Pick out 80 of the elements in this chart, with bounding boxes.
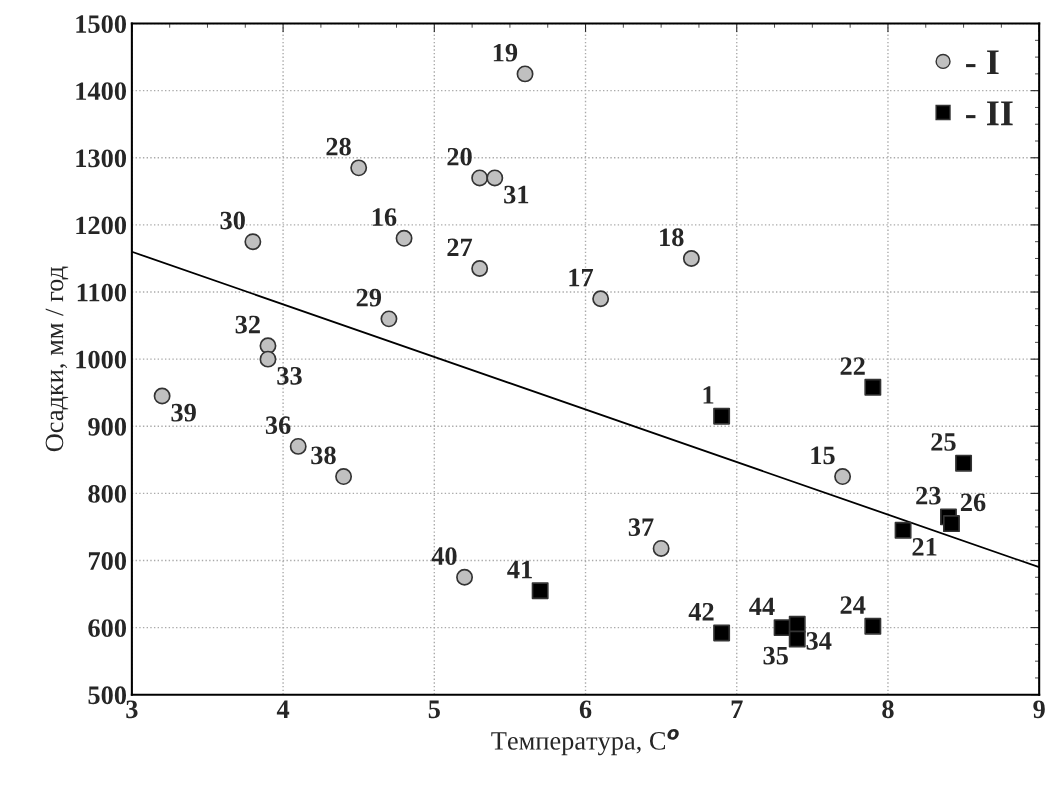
point [788,615,806,633]
point [471,169,489,187]
annotation: 22 [840,357,865,375]
point [713,407,731,425]
legend-label: - II [966,101,1013,126]
point [531,582,549,600]
point [244,233,262,251]
x-tick-label: 8 [882,700,894,719]
point [592,290,610,308]
y-tick-label: 1400 [76,82,127,101]
annotation: 41 [507,560,532,579]
annotation: 16 [372,208,397,227]
x-tick-label: 3 [126,700,138,719]
annotation: 20 [447,147,472,166]
annotation: 23 [916,486,941,505]
point [153,387,171,405]
y-tick-label: 900 [88,417,127,436]
y-tick-label: 800 [88,484,127,503]
y-axis-title: Осадки, мм / год [45,266,69,452]
point [259,350,277,368]
point [380,310,398,328]
annotation: 30 [220,211,245,230]
x-tick-label: 4 [276,700,290,718]
annotation: 34 [806,632,832,650]
annotation: 26 [960,493,986,512]
annotation: 24 [840,596,866,614]
annotation: 32 [235,315,260,334]
point [834,468,852,486]
annotation: 37 [628,518,654,537]
point [395,229,413,247]
annotation: 40 [431,547,457,565]
y-tick-label: 1500 [76,15,127,33]
point [652,539,670,557]
annotation: 44 [749,597,775,616]
y-tick-label: 1200 [76,216,127,235]
annotation: 17 [569,268,594,287]
point [894,521,912,539]
annotation: 19 [493,43,518,62]
annotation: 35 [763,646,788,665]
annotation: 15 [811,446,835,465]
point [864,617,882,635]
point [713,624,731,642]
annotation: 25 [931,433,956,451]
point [942,515,960,533]
y-tick-label: 600 [88,619,127,638]
annotation: 27 [447,238,473,256]
y-tick-label: 1100 [77,283,127,302]
point [486,169,504,187]
point [788,630,806,648]
point [864,378,882,396]
point [955,454,973,472]
y-tick-label: 1000 [76,350,127,369]
annotation: 28 [326,137,351,156]
x-axis-title: Температура, C$^{o}$ [491,729,679,756]
legend-label: - I [966,50,999,75]
annotation: 38 [311,446,336,465]
point [289,437,307,455]
x-tick-label: 7 [731,700,743,718]
point [456,568,474,586]
point [471,260,489,278]
annotation: 29 [356,288,382,307]
point [335,468,353,486]
point [516,65,534,83]
x-tick-label: 6 [579,700,592,719]
annotation: 21 [912,538,937,556]
point [773,619,791,637]
annotation: 42 [688,602,714,621]
x-tick-label: 9 [1033,700,1045,719]
y-tick-label: 700 [88,552,127,570]
annotation: 36 [265,416,291,435]
annotation: 33 [277,366,302,385]
point [682,249,700,267]
annotation: 39 [171,403,196,422]
annotation: 18 [660,228,684,247]
annotation: 31 [504,185,529,204]
y-tick-label: 500 [88,686,127,705]
annotation: 1 [703,386,714,404]
y-tick-label: 1300 [76,149,127,168]
point [350,159,368,177]
x-tick-label: 5 [428,700,440,719]
